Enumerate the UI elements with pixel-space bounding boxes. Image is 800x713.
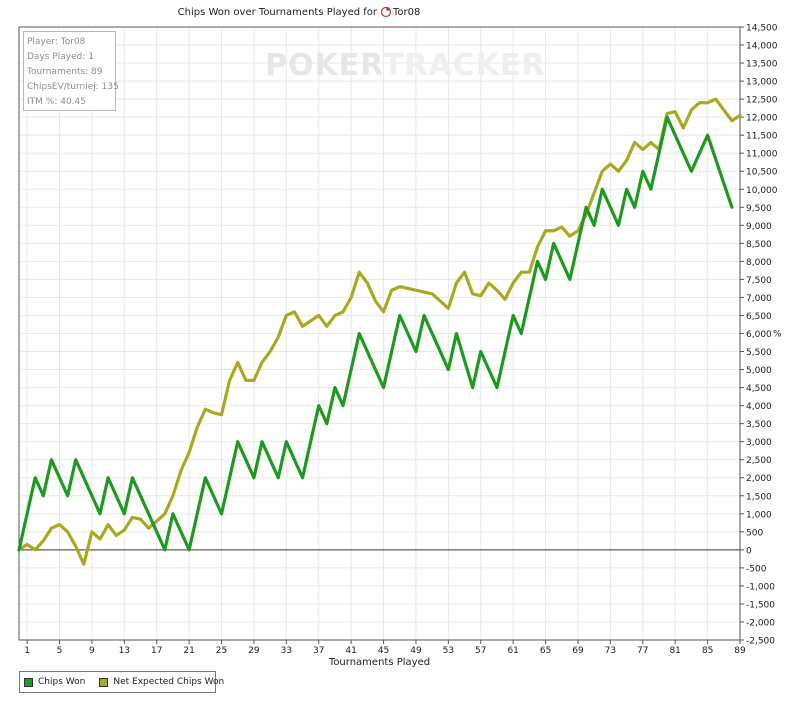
x-tick-label: 81 — [669, 646, 680, 656]
x-tick-label: 41 — [345, 646, 356, 656]
stat-itm: ITM %: 40.45 — [27, 97, 86, 107]
y-tick-label: 12,500 — [746, 96, 778, 106]
chart-title-player: Tor08 — [392, 7, 420, 18]
y-axis-label: % — [773, 330, 782, 340]
legend-label-chips-won: Chips Won — [38, 677, 86, 687]
y-tick-label: 13,500 — [746, 60, 778, 70]
y-tick-label: -2,500 — [746, 637, 775, 647]
x-axis-label: Tournaments Played — [328, 657, 430, 668]
y-tick-label: 5,500 — [746, 348, 772, 358]
stat-chipsev: ChipsEV/turniej: 135 — [27, 82, 119, 92]
x-tick-label: 37 — [313, 646, 324, 656]
series-layer — [17, 97, 742, 566]
y-tick-label: 1,500 — [746, 492, 772, 502]
plot-area-frame — [18, 26, 741, 641]
x-tick-label: 45 — [378, 646, 389, 656]
x-tick-label: 9 — [89, 646, 95, 656]
y-tick-label: 6,000 — [746, 330, 772, 340]
watermark-poker: POKER — [265, 48, 383, 83]
stat-player: Player: Tor08 — [27, 37, 86, 47]
title-layer: Chips Won over Tournaments Played for To… — [178, 6, 420, 18]
x-tick-label: 29 — [248, 646, 260, 656]
y-tick-label: 14,500 — [746, 24, 778, 34]
x-tick-label: 61 — [507, 646, 518, 656]
x-tick-label: 21 — [183, 646, 194, 656]
x-tick-label: 25 — [216, 646, 227, 656]
x-tick-label: 49 — [410, 646, 422, 656]
y-tick-label: 11,500 — [746, 132, 778, 142]
y-tick-label: -2,000 — [746, 618, 775, 628]
y-tick-label: 4,000 — [746, 402, 772, 412]
series-line-chips-won — [17, 115, 734, 552]
x-tick-label: 69 — [572, 646, 584, 656]
y-tick-label: 3,000 — [746, 438, 772, 448]
pokertracker-watermark: POKERTRACKER — [265, 48, 546, 83]
x-tick-label: 17 — [151, 646, 162, 656]
y-tick-label: 13,000 — [746, 78, 778, 88]
chart-legend: Chips Won Net Expected Chips Won — [19, 671, 224, 693]
y-tick-label: 6,500 — [746, 312, 772, 322]
y-tick-label: 500 — [746, 528, 763, 538]
x-tick-label: 73 — [605, 646, 616, 656]
y-tick-label: 8,500 — [746, 240, 772, 250]
x-tick-label: 65 — [540, 646, 551, 656]
x-tick-label: 85 — [702, 646, 713, 656]
series-line-net-expected — [17, 97, 742, 566]
y-tick-label: -500 — [746, 564, 767, 574]
watermark-tracker: TRACKER — [382, 48, 546, 83]
y-tick-label: -1,500 — [746, 600, 775, 610]
legend-item-chips-won[interactable]: Chips Won — [24, 677, 85, 687]
stat-days-played: Days Played: 1 — [27, 52, 94, 62]
y-tick-label: 9,500 — [746, 204, 772, 214]
x-tick-label: 53 — [443, 646, 454, 656]
y-tick-label: 2,500 — [746, 456, 772, 466]
y-tick-label: 11,000 — [746, 150, 778, 160]
y-tick-label: 4,500 — [746, 384, 772, 394]
y-tick-label: 1,000 — [746, 510, 772, 520]
y-tick-label: 2,000 — [746, 474, 772, 484]
y-tick-label: -1,000 — [746, 582, 775, 592]
x-tick-label: 5 — [57, 646, 63, 656]
y-tick-label: 7,000 — [746, 294, 772, 304]
player-avatar-dot — [386, 7, 390, 11]
player-stats-box: Player: Tor08 Days Played: 1 Tournaments… — [23, 31, 119, 111]
x-tick-label: 77 — [637, 646, 648, 656]
x-tick-label: 1 — [24, 646, 30, 656]
x-tick-label: 33 — [281, 646, 292, 656]
y-tick-label: 7,500 — [746, 276, 772, 286]
y-tick-label: 3,500 — [746, 420, 772, 430]
grid-layer — [19, 26, 741, 641]
legend-item-net-expected[interactable]: Net Expected Chips Won — [99, 677, 224, 687]
legend-label-net-expected: Net Expected Chips Won — [113, 677, 225, 687]
y-tick-label: 9,000 — [746, 222, 772, 232]
y-tick-label: 10,500 — [746, 168, 778, 178]
stat-tournaments: Tournaments: 89 — [27, 67, 103, 77]
y-tick-label: 10,000 — [746, 186, 778, 196]
x-tick-label: 89 — [734, 646, 746, 656]
y-tick-label: 5,000 — [746, 366, 772, 376]
x-tick-label: 57 — [475, 646, 486, 656]
chart-title: Chips Won over Tournaments Played for — [178, 7, 378, 18]
y-tick-label: 0 — [746, 546, 752, 556]
axis-layer: 14,50014,00013,50013,00012,50012,00011,5… — [18, 24, 782, 668]
legend-swatch-chips-won — [24, 677, 33, 687]
y-tick-label: 14,000 — [746, 42, 778, 52]
y-tick-label: 8,000 — [746, 258, 772, 268]
y-tick-label: 12,000 — [746, 114, 778, 124]
x-tick-label: 13 — [119, 646, 130, 656]
legend-swatch-net-expected — [99, 677, 109, 687]
